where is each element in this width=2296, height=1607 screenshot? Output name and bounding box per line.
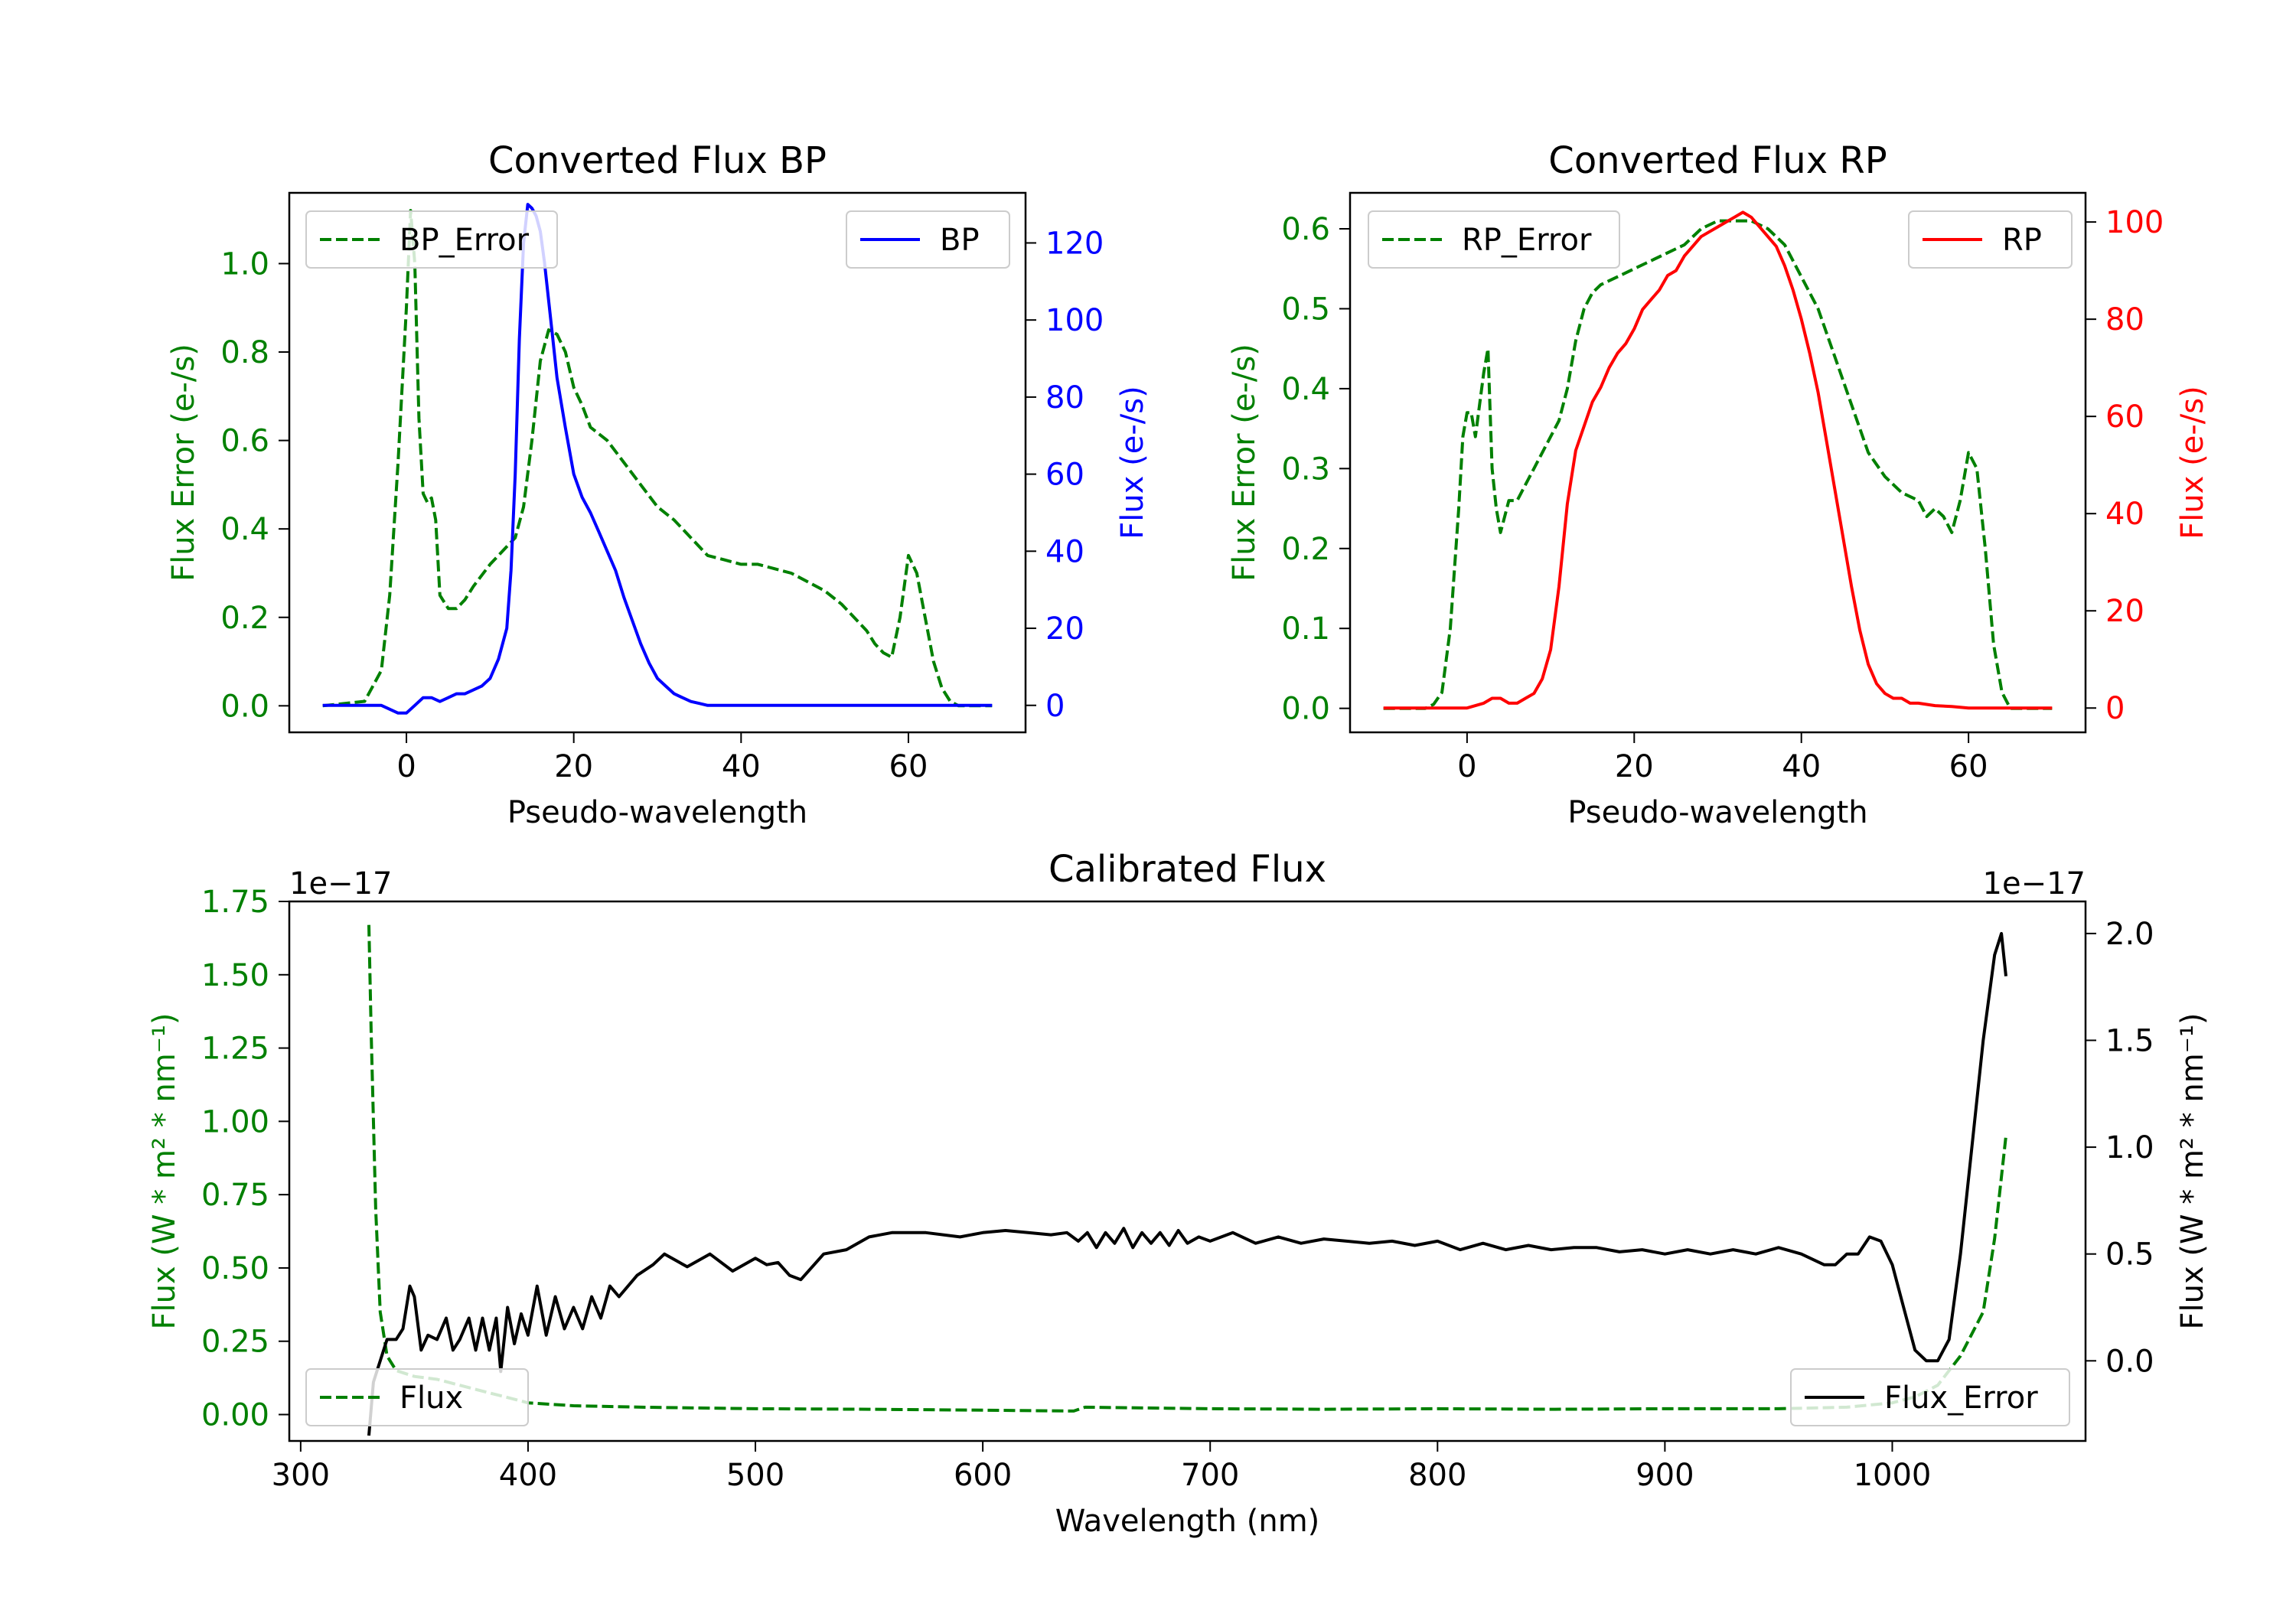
x-tick-label: 40 (722, 749, 761, 784)
series-line-bp-error (322, 209, 993, 708)
y-right-tick-label: 1.0 (2105, 1130, 2154, 1165)
y-left-tick-label: 0.75 (201, 1178, 269, 1213)
y-left-tick-label: 1.50 (201, 958, 269, 993)
legend-label: BP (940, 223, 980, 258)
x-tick-label: 700 (1181, 1458, 1239, 1493)
y-right-axis-label: Flux (e-/s) (2175, 386, 2210, 539)
chart-title: Converted Flux RP (1548, 139, 1887, 182)
x-tick-label: 500 (726, 1458, 784, 1493)
y-right-tick-label: 20 (2105, 594, 2144, 629)
y-right-tick-label: 120 (1045, 226, 1104, 261)
y-left-tick-label: 0.2 (220, 601, 269, 636)
y-right-tick-label: 40 (1045, 534, 1084, 569)
y-left-tick-label: 0.4 (1281, 372, 1330, 407)
y-right-tick-label: 60 (1045, 458, 1084, 493)
y-right-tick-label: 100 (2105, 205, 2164, 240)
legend-box (305, 210, 558, 269)
y-right-tick-label: 1.5 (2105, 1023, 2154, 1058)
x-tick-label: 300 (272, 1458, 330, 1493)
y-left-tick-label: 0.0 (1281, 692, 1330, 727)
y-right-tick-label: 0.0 (2105, 1344, 2154, 1379)
x-tick-label: 40 (1782, 749, 1821, 784)
series-line-bp (322, 203, 993, 715)
y-right-offset-text: 1e−17 (1983, 866, 2086, 901)
y-left-tick-label: 1.75 (201, 885, 269, 920)
y-right-tick-label: 60 (2105, 399, 2144, 435)
x-tick-label: 0 (396, 749, 416, 784)
y-right-tick-label: 40 (2105, 497, 2144, 532)
x-axis-label: Wavelength (nm) (1055, 1504, 1320, 1539)
chart-title: Converted Flux BP (488, 139, 827, 182)
y-left-offset-text: 1e−17 (289, 866, 392, 901)
y-right-tick-label: 0 (1045, 689, 1065, 724)
axes-frame (288, 191, 1027, 734)
y-left-axis-label: Flux Error (e-/s) (1227, 344, 1262, 582)
x-tick-label: 20 (1615, 749, 1654, 784)
y-left-tick-label: 0.8 (220, 335, 269, 370)
series-line-flux (367, 931, 2007, 1436)
y-left-tick-label: 0.4 (220, 512, 269, 547)
x-tick-label: 60 (1949, 749, 1988, 784)
y-right-axis-label: Flux (W * m² * nm⁻¹) (2175, 1013, 2210, 1330)
series-line-rp (1383, 210, 2053, 710)
axes-frame (288, 900, 2087, 1442)
y-right-tick-label: 0 (2105, 691, 2125, 726)
x-tick-label: 0 (1457, 749, 1476, 784)
y-left-tick-label: 0.2 (1281, 532, 1330, 567)
y-left-tick-label: 1.00 (201, 1104, 269, 1139)
y-left-tick-label: 0.5 (1281, 292, 1330, 327)
y-left-tick-label: 0.0 (220, 689, 269, 724)
y-left-tick-label: 0.1 (1281, 611, 1330, 647)
y-right-tick-label: 100 (1045, 303, 1104, 338)
y-left-axis-label: Flux (W * m² * nm⁻¹) (147, 1013, 182, 1330)
y-left-tick-label: 0.00 (201, 1398, 269, 1433)
y-right-axis-label: Flux (e-/s) (1115, 386, 1150, 539)
y-left-tick-label: 0.50 (201, 1251, 269, 1286)
legend-box (1368, 210, 1620, 269)
y-right-tick-label: 80 (1045, 380, 1084, 416)
y-left-tick-label: 0.6 (220, 424, 269, 459)
y-left-tick-label: 0.3 (1281, 451, 1330, 487)
y-left-tick-label: 0.6 (1281, 212, 1330, 247)
axes-frame (1349, 191, 2087, 734)
legend-box (846, 210, 1010, 269)
x-axis-label: Pseudo-wavelength (1567, 795, 1867, 830)
legend-box (1908, 210, 2073, 269)
y-left-axis-label: Flux Error (e-/s) (166, 344, 201, 582)
y-left-tick-label: 1.25 (201, 1032, 269, 1067)
y-right-tick-label: 80 (2105, 302, 2144, 337)
x-tick-label: 400 (499, 1458, 557, 1493)
x-tick-label: 900 (1636, 1458, 1694, 1493)
x-tick-label: 20 (554, 749, 593, 784)
series-line-rp-error (1383, 219, 2053, 710)
legend-label: RP_Error (1462, 223, 1592, 258)
x-tick-label: 800 (1408, 1458, 1466, 1493)
legend-label: RP (2002, 223, 2042, 258)
x-tick-label: 1000 (1854, 1458, 1932, 1493)
y-right-tick-label: 0.5 (2105, 1237, 2154, 1273)
series-line-flux-error (367, 924, 2007, 1413)
x-tick-label: 600 (954, 1458, 1012, 1493)
x-tick-label: 60 (889, 749, 928, 784)
legend-label: Flux (400, 1380, 463, 1416)
y-right-tick-label: 2.0 (2105, 917, 2154, 952)
legend-label: Flux_Error (1884, 1380, 2038, 1416)
y-left-tick-label: 0.25 (201, 1325, 269, 1360)
chart-title: Calibrated Flux (1049, 848, 1326, 891)
y-right-tick-label: 20 (1045, 611, 1084, 647)
x-axis-label: Pseudo-wavelength (507, 795, 807, 830)
legend-label: BP_Error (400, 223, 530, 258)
legend-box (305, 1368, 529, 1426)
y-left-tick-label: 1.0 (220, 246, 269, 282)
legend-box (1790, 1368, 2070, 1426)
